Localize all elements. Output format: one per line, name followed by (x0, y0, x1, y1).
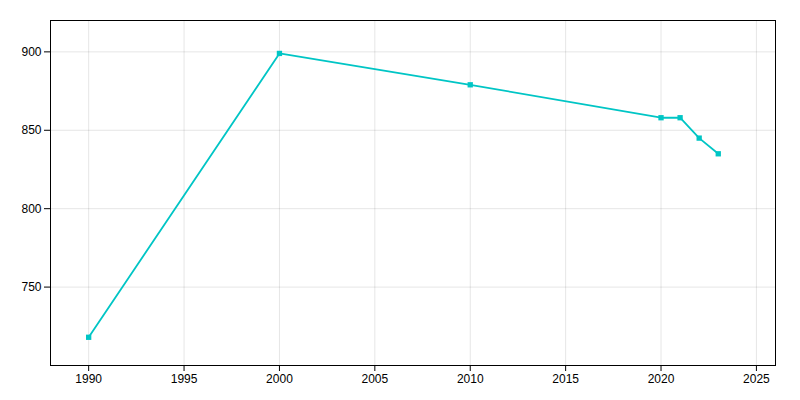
svg-text:2010: 2010 (457, 372, 484, 386)
svg-text:900: 900 (21, 45, 41, 59)
svg-text:2005: 2005 (361, 372, 388, 386)
svg-text:2015: 2015 (552, 372, 579, 386)
svg-text:2025: 2025 (743, 372, 770, 386)
svg-text:2020: 2020 (648, 372, 675, 386)
svg-text:850: 850 (21, 123, 41, 137)
svg-text:1990: 1990 (75, 372, 102, 386)
svg-text:1995: 1995 (171, 372, 198, 386)
svg-text:2000: 2000 (266, 372, 293, 386)
svg-text:750: 750 (21, 280, 41, 294)
svg-text:800: 800 (21, 202, 41, 216)
